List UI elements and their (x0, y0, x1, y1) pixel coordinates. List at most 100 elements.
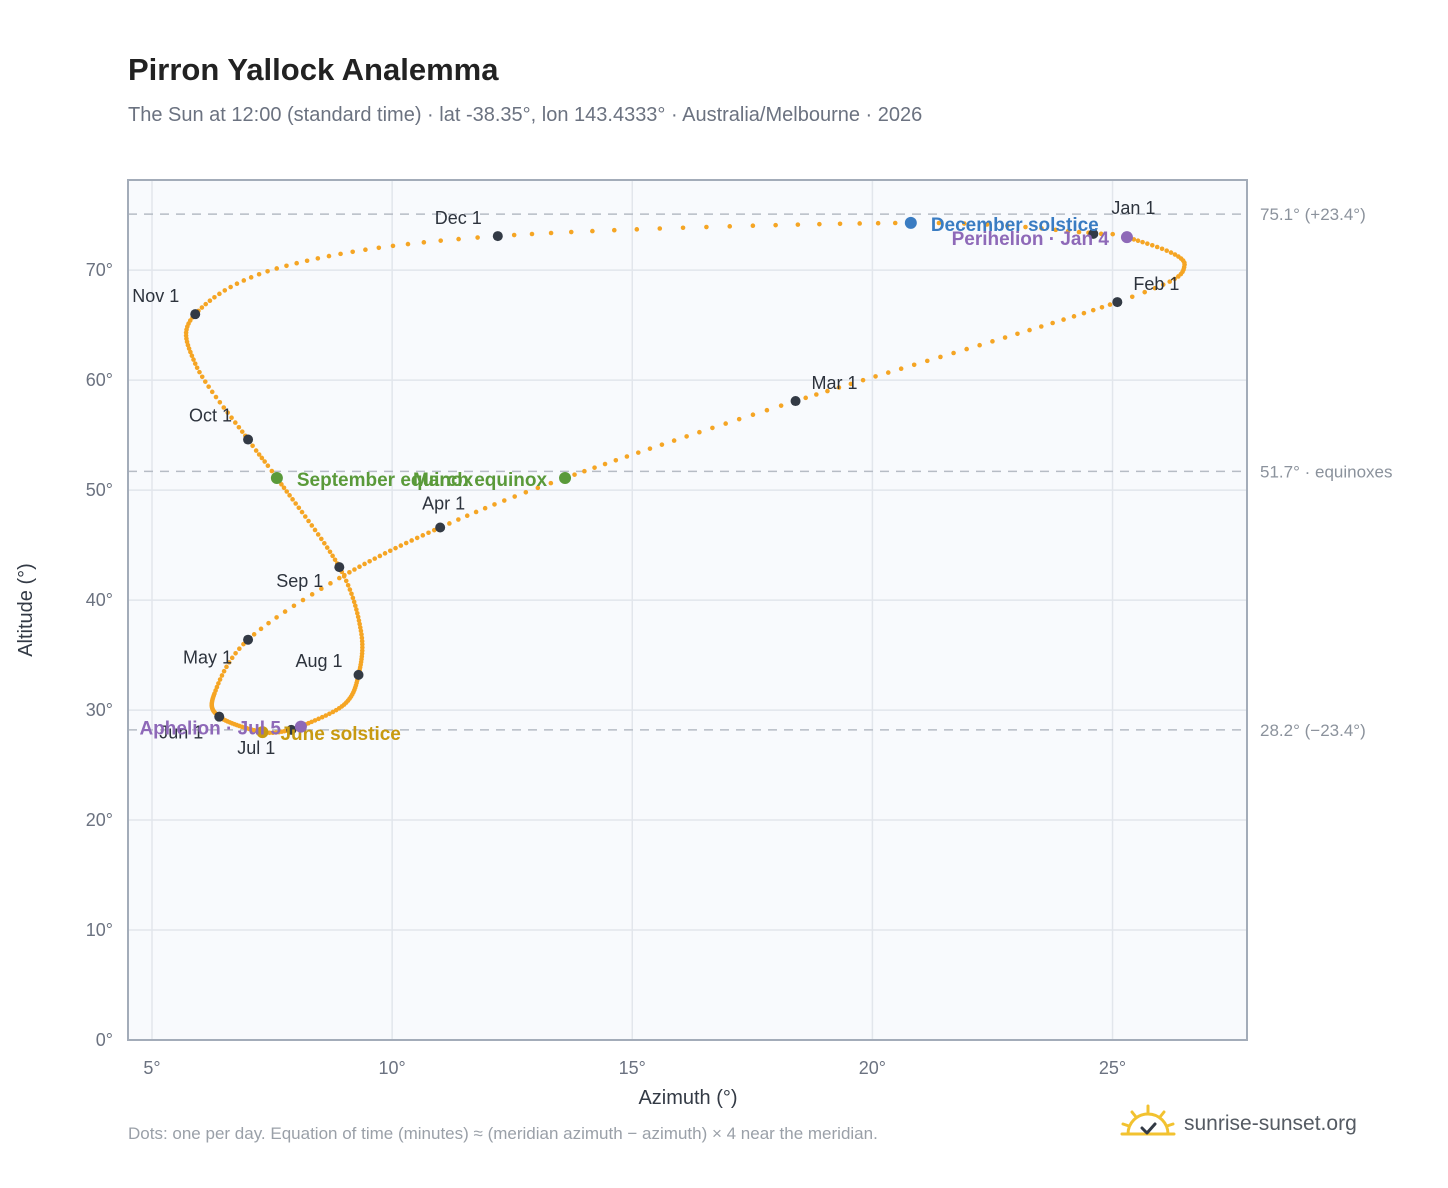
daily-sun-dot (206, 384, 211, 389)
daily-sun-dot (1160, 282, 1166, 287)
daily-sun-dot (836, 385, 842, 390)
daily-sun-dot (697, 429, 702, 435)
y-tick-label: 20° (86, 810, 113, 830)
daily-sun-dot (680, 225, 686, 231)
daily-sun-dot (523, 490, 529, 495)
daily-sun-dot (228, 284, 233, 290)
daily-sun-dot (229, 655, 235, 661)
footnote: Dots: one per day. Equation of time (min… (128, 1124, 878, 1143)
daily-sun-dot (239, 429, 245, 434)
daily-sun-dot (1152, 285, 1158, 291)
daily-sun-dot (778, 403, 784, 408)
brand-name: sunrise-sunset.org (1184, 1112, 1357, 1135)
daily-sun-dot (1167, 279, 1173, 284)
daily-sun-dot (382, 551, 388, 556)
daily-sun-dot (1172, 252, 1178, 257)
daily-sun-dot (281, 485, 287, 491)
daily-sun-dot (1159, 246, 1165, 252)
daily-sun-dot (269, 468, 275, 474)
daily-sun-dot (304, 258, 310, 264)
daily-sun-dot (814, 392, 819, 397)
daily-sun-dot (225, 410, 230, 415)
month-marker (286, 724, 297, 735)
daily-sun-dot (671, 438, 677, 443)
daily-sun-dot (350, 249, 355, 255)
daily-sun-dot (315, 256, 321, 261)
daily-sun-dot (1038, 324, 1044, 329)
daily-sun-dot (1061, 317, 1066, 322)
event-label: Perihelion · Jan 4 (952, 229, 1110, 250)
brand-logo[interactable]: sunrise-sunset.org (1120, 1100, 1357, 1148)
daily-sun-dot (1098, 231, 1104, 237)
daily-sun-dot (341, 574, 347, 579)
daily-sun-dot (1076, 229, 1082, 235)
sun-check-icon (1120, 1104, 1176, 1144)
daily-sun-dot (723, 421, 728, 426)
daily-sun-dot (265, 463, 271, 469)
plot-frame (127, 179, 1248, 1041)
event-label: June solstice (280, 724, 400, 745)
daily-sun-dot (438, 238, 444, 243)
daily-sun-dot (1145, 241, 1150, 246)
daily-sun-dot (572, 472, 577, 477)
daily-sun-dot (1090, 307, 1096, 313)
daily-sun-dot (290, 497, 295, 502)
daily-sun-dot (217, 677, 223, 682)
event-marker (294, 720, 307, 733)
daily-sun-dot (199, 374, 205, 380)
daily-sun-dot (343, 578, 349, 584)
daily-sun-dot (736, 416, 742, 422)
daily-sun-dot (710, 425, 715, 431)
daily-sun-dot (795, 222, 801, 227)
daily-sun-dot (475, 235, 480, 240)
daily-sun-dot (357, 564, 362, 570)
daily-sun-dot (258, 626, 264, 632)
daily-sun-dot (202, 379, 208, 384)
daily-sun-dot (592, 465, 597, 470)
month-marker-label: Aug 1 (295, 651, 342, 671)
daily-sun-dot (188, 349, 193, 355)
daily-sun-dot (1039, 226, 1044, 231)
daily-sun-dot (393, 545, 398, 551)
daily-sun-dot (464, 513, 470, 519)
daily-sun-dot (548, 230, 554, 236)
daily-sun-dot (284, 263, 289, 269)
x-tick-label: 15° (619, 1058, 646, 1078)
daily-sun-dot (857, 221, 862, 226)
daily-sun-dot (309, 592, 315, 597)
daily-sun-dot (363, 247, 368, 253)
daily-sun-dot (492, 502, 497, 507)
daily-sun-dot (219, 673, 225, 678)
daily-sun-dot (274, 266, 280, 271)
daily-sun-dot (548, 480, 554, 486)
daily-sun-dot (511, 232, 517, 238)
daily-sun-dot (387, 548, 393, 554)
daily-sun-dot (203, 301, 209, 307)
daily-sun-dot (360, 642, 365, 647)
y-tick-label: 40° (86, 590, 113, 610)
daily-sun-dot (216, 681, 221, 686)
daily-sun-dot (233, 420, 238, 425)
daily-sun-dot (237, 646, 242, 652)
daily-sun-dot (367, 558, 372, 564)
daily-sun-dot (229, 415, 234, 421)
daily-sun-dot (319, 714, 325, 720)
daily-sun-dot (875, 220, 881, 226)
daily-sun-dot (282, 609, 288, 614)
daily-sun-dot (750, 412, 756, 418)
daily-sun-dot (274, 615, 279, 620)
daily-sun-dot (354, 607, 359, 612)
reference-line-label: 75.1° (+23.4°) (1260, 205, 1366, 224)
daily-sun-dot (356, 618, 362, 623)
daily-sun-dot (1050, 320, 1055, 326)
daily-sun-dot (266, 620, 271, 626)
daily-sun-dot (803, 395, 808, 401)
daily-sun-dot (323, 713, 329, 718)
daily-sun-dot (1140, 239, 1145, 245)
daily-sun-dot (259, 455, 265, 461)
daily-sun-dot (1002, 335, 1008, 340)
daily-sun-dot (309, 523, 315, 528)
daily-sun-dot (312, 527, 318, 533)
